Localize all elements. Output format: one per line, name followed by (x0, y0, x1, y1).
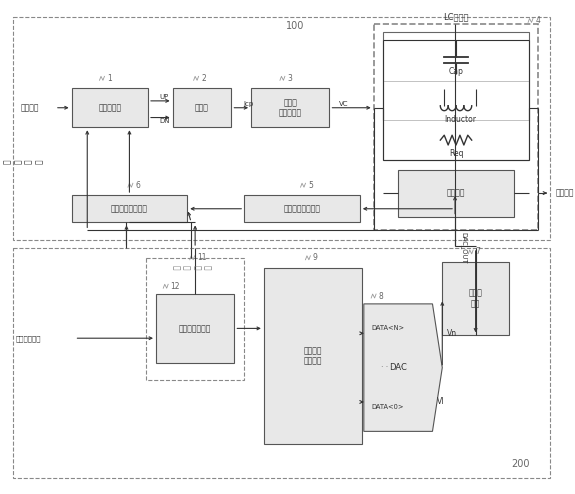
Text: Vl: Vl (438, 398, 445, 407)
Text: Vn: Vn (447, 329, 457, 338)
Bar (264, 268, 362, 444)
Text: 11: 11 (197, 253, 206, 262)
Text: 分频因子查找表: 分频因子查找表 (179, 324, 212, 333)
Polygon shape (364, 304, 442, 431)
Text: Icp: Icp (243, 101, 254, 107)
Text: DAC_OUT: DAC_OUT (460, 232, 467, 264)
Text: 可配置
环路滤波器: 可配置 环路滤波器 (279, 98, 302, 118)
Text: VC: VC (339, 101, 349, 107)
Bar (172, 88, 231, 127)
Bar (442, 262, 509, 335)
Text: 2: 2 (201, 74, 206, 83)
Bar (13, 16, 550, 240)
Text: DN: DN (160, 119, 170, 124)
Text: DATA<N>: DATA<N> (371, 326, 405, 331)
Text: 9: 9 (313, 253, 318, 262)
Text: 7: 7 (476, 247, 481, 256)
Text: 1: 1 (107, 74, 112, 83)
Text: 12: 12 (171, 282, 180, 291)
Bar (146, 258, 244, 380)
Bar (251, 88, 329, 127)
Text: 200: 200 (512, 459, 530, 469)
Bar (13, 248, 550, 479)
Text: 100: 100 (286, 21, 304, 31)
Text: Req: Req (448, 149, 463, 159)
Text: Inductor: Inductor (444, 115, 476, 124)
Text: 3: 3 (288, 74, 292, 83)
Bar (244, 195, 360, 222)
Bar (156, 294, 235, 363)
Text: 上
位
控
制: 上 位 控 制 (171, 265, 212, 270)
Bar (71, 88, 148, 127)
Text: 反
馈
回
路: 反 馈 回 路 (3, 160, 44, 164)
Text: 参考时钟: 参考时钟 (21, 103, 39, 112)
Text: · · · · ·: · · · · · (381, 363, 403, 372)
Text: UP: UP (160, 94, 169, 100)
Text: 5: 5 (308, 181, 313, 190)
Text: 输出信号: 输出信号 (556, 189, 574, 198)
Text: 调谐电容: 调谐电容 (447, 189, 465, 198)
Text: DATA<0>: DATA<0> (371, 404, 404, 410)
Text: 调整系数
产生模块: 调整系数 产生模块 (304, 346, 322, 366)
Bar (398, 169, 514, 216)
Text: 6: 6 (135, 181, 140, 190)
Text: 初置固定整分频器: 初置固定整分频器 (283, 204, 320, 213)
Bar (384, 32, 528, 160)
Text: LC振荡器: LC振荡器 (443, 12, 469, 21)
Text: Cap: Cap (448, 67, 463, 76)
Text: 频道选择信号: 频道选择信号 (16, 335, 41, 341)
Text: 调制选
择器: 调制选 择器 (469, 289, 482, 308)
Text: 可编程小数分频器: 可编程小数分频器 (111, 204, 148, 213)
Bar (374, 24, 538, 230)
Bar (71, 195, 187, 222)
Text: 电荷泵: 电荷泵 (195, 103, 209, 112)
Text: DAC: DAC (389, 363, 407, 372)
Text: 8: 8 (378, 291, 384, 300)
Text: 4: 4 (535, 16, 540, 25)
Text: 鉴频鉴相器: 鉴频鉴相器 (98, 103, 121, 112)
